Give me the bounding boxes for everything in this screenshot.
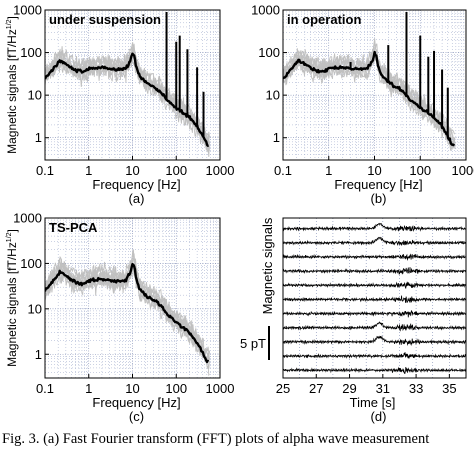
figure-caption: Fig. 3. (a) Fast Fourier transform (FFT)… [2,431,430,447]
panel-title: TS-PCA [49,220,98,235]
y-axis-label: Magnetic signals [fT/Hz1/2] [5,16,19,154]
x-tick-label: 1000 [452,163,474,178]
y-tick-label: 10 [28,88,42,103]
y-tick-label: 1000 [13,211,42,226]
x-tick-label: 100 [409,163,431,178]
panel-label: (a) [129,191,145,206]
plot-area [45,11,210,157]
plot-area [283,11,456,151]
channel-trace [283,310,466,318]
y-tick-label: 100 [258,45,280,60]
average-spectrum-line [283,50,456,147]
y-tick-label: 1 [273,130,280,145]
channel-spectrum-line [45,251,210,359]
panel-label: (b) [371,191,387,206]
channel-trace [283,366,466,375]
x-axis-label: Frequency [Hz] [334,177,422,192]
channel-trace [283,295,466,303]
channel-trace [283,321,466,332]
x-tick-label: 100 [165,381,187,396]
fft-panel-0: 0.1 1 10 100 1000 1 10 100 1000 Frequency [Hz] Mag… [5,3,234,207]
x-tick-label: 100 [165,163,187,178]
x-tick-label: 0.1 [36,163,54,178]
x-tick-label: 31 [376,381,390,396]
panel-title: under suspension [49,12,161,27]
channel-trace [283,335,466,347]
y-tick-label: 1000 [251,3,280,18]
plot-area [283,222,466,375]
scale-bar-label: 5 pT [240,336,266,351]
plot-area [45,249,210,377]
y-tick-label: 10 [266,88,280,103]
y-tick-label: 1 [35,347,42,362]
y-tick-label: 1000 [13,3,42,18]
x-tick-label: 1000 [206,381,235,396]
fft-panel-2: 0.1 1 10 100 1000 1 10 100 1000 Frequency [Hz] Mag… [5,211,234,425]
plot-frame [282,217,467,379]
y-tick-label: 1 [35,130,42,145]
y-axis-label: Magnetic signals [260,217,275,314]
channel-trace [283,352,466,360]
x-tick-label: 25 [276,381,290,396]
panel-title: in operation [287,12,361,27]
x-tick-label: 27 [309,381,323,396]
x-tick-label: 29 [342,381,356,396]
channel-trace [283,253,466,262]
y-tick-label: 100 [20,45,42,60]
x-axis-label: Frequency [Hz] [92,395,180,410]
x-tick-label: 0.1 [274,163,292,178]
fft-panel-1: 0.1 1 10 100 1000 1 10 100 1000 Frequency [Hz] in … [251,3,474,207]
x-tick-label: 33 [409,381,423,396]
x-tick-label: 0.1 [36,381,54,396]
x-tick-label: 10 [125,163,139,178]
x-tick-label: 1000 [206,163,235,178]
x-axis-label: Frequency [Hz] [92,177,180,192]
x-tick-label: 1 [85,381,92,396]
y-axis-label: Magnetic signals [fT/Hz1/2] [5,229,19,367]
x-axis-label: Time [s] [350,395,396,410]
x-tick-label: 1 [85,163,92,178]
x-tick-label: 10 [125,381,139,396]
y-tick-label: 10 [28,301,42,316]
channel-spectrum-line [283,57,456,151]
average-spectrum-line [45,52,210,147]
x-tick-label: 35 [442,381,456,396]
channel-trace [283,267,466,275]
average-spectrum-line [45,262,210,364]
channel-spectrum-line [45,249,210,354]
channel-trace [283,236,466,246]
x-tick-label: 1 [325,163,332,178]
figure: 0.1 1 10 100 1000 1 10 100 1000 Frequency [Hz] Mag… [5,3,474,425]
y-tick-label: 100 [20,256,42,271]
channel-trace [283,281,466,289]
x-tick-label: 10 [367,163,381,178]
panel-label: (c) [129,409,144,424]
channel-spectrum-line [45,44,210,140]
time-panel-3: 25 27 29 31 33 35 Time [s] Magnetic signals 5 pT… [240,217,467,424]
channel-trace [283,222,466,232]
panel-label: (d) [371,409,387,424]
